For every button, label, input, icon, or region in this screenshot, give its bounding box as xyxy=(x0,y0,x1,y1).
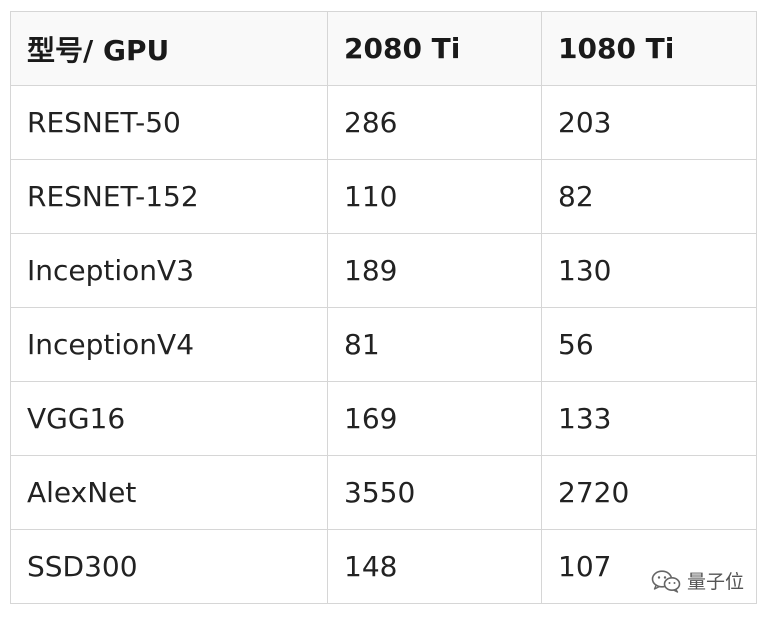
cell-model: VGG16 xyxy=(10,381,328,456)
cell-1080ti-value: 107 xyxy=(541,529,757,604)
cell-model: SSD300 xyxy=(10,529,328,604)
benchmark-table-container: 型号/ GPU 2080 Ti 1080 Ti RESNET-50 286 20… xyxy=(10,11,757,604)
cell-1080ti-value: 130 xyxy=(541,233,757,308)
table-row: InceptionV3 189 130 xyxy=(10,233,757,308)
cell-model: RESNET-152 xyxy=(10,159,328,234)
table-row: VGG16 169 133 xyxy=(10,381,757,456)
cell-2080ti-value: 286 xyxy=(327,85,542,160)
cell-1080ti-value: 2720 xyxy=(541,455,757,530)
cell-2080ti-value: 110 xyxy=(327,159,542,234)
cell-1080ti-value: 203 xyxy=(541,85,757,160)
header-row: 型号/ GPU 2080 Ti 1080 Ti xyxy=(10,11,757,86)
benchmark-table: 型号/ GPU 2080 Ti 1080 Ti RESNET-50 286 20… xyxy=(10,11,757,604)
header-model-gpu: 型号/ GPU xyxy=(10,11,328,86)
wechat-icon xyxy=(651,569,681,593)
cell-2080ti-value: 3550 xyxy=(327,455,542,530)
cell-model: AlexNet xyxy=(10,455,328,530)
table-row: RESNET-50 286 203 xyxy=(10,85,757,160)
watermark-text: 量子位 xyxy=(686,571,744,593)
cell-1080ti-value: 133 xyxy=(541,381,757,456)
cell-2080ti-value: 169 xyxy=(327,381,542,456)
cell-model: InceptionV4 xyxy=(10,307,328,382)
cell-model: InceptionV3 xyxy=(10,233,328,308)
header-2080ti: 2080 Ti xyxy=(327,11,542,86)
watermark: 量子位 xyxy=(651,567,744,594)
cell-1080ti-value: 82 xyxy=(541,159,757,234)
cell-2080ti-value: 81 xyxy=(327,307,542,382)
cell-2080ti-value: 189 xyxy=(327,233,542,308)
cell-2080ti-value: 148 xyxy=(327,529,542,604)
table-row: RESNET-152 110 82 xyxy=(10,159,757,234)
header-1080ti: 1080 Ti xyxy=(541,11,757,86)
table-row: SSD300 148 107 xyxy=(10,529,757,604)
table-row: InceptionV4 81 56 xyxy=(10,307,757,382)
table-row: AlexNet 3550 2720 xyxy=(10,455,757,530)
cell-model: RESNET-50 xyxy=(10,85,328,160)
cell-1080ti-value: 56 xyxy=(541,307,757,382)
